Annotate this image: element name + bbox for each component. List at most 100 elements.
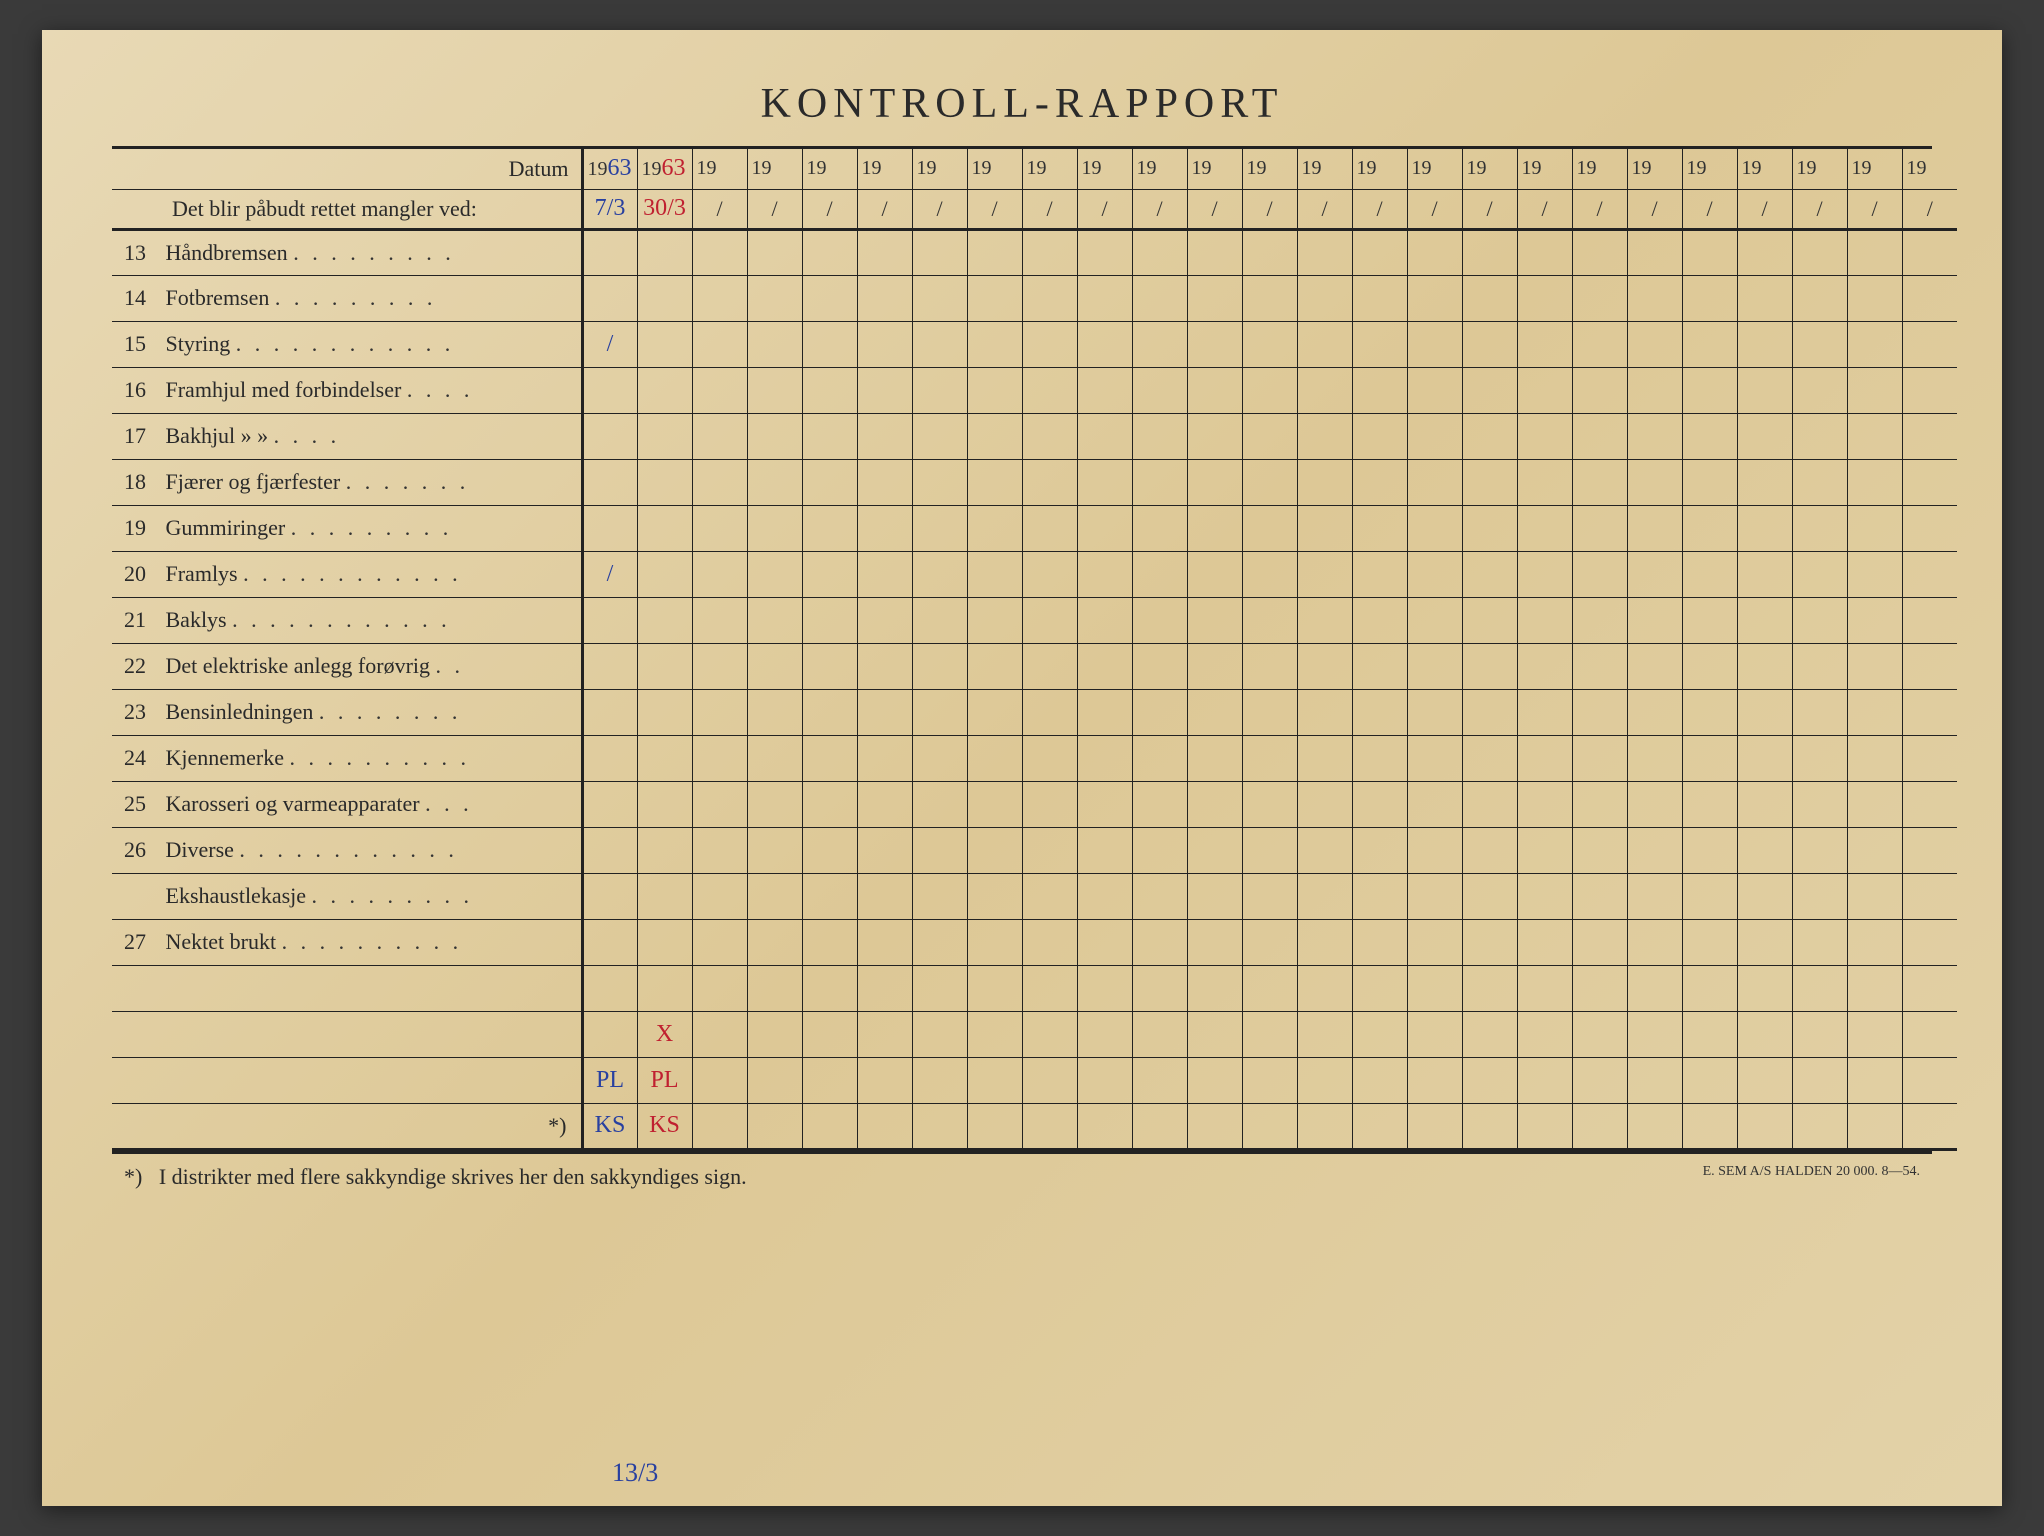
date-cell: / bbox=[1902, 189, 1957, 229]
row-number: 17 bbox=[124, 423, 160, 449]
grid-cell bbox=[747, 735, 802, 781]
grid-cell bbox=[912, 643, 967, 689]
grid-cell bbox=[1132, 367, 1187, 413]
row-dots: . . . bbox=[425, 791, 473, 816]
grid-cell bbox=[1187, 321, 1242, 367]
row-text: Baklys bbox=[160, 607, 232, 632]
grid-cell bbox=[1737, 275, 1792, 321]
grid-cell bbox=[747, 459, 802, 505]
grid-cell bbox=[747, 1011, 802, 1057]
grid-cell bbox=[1187, 597, 1242, 643]
grid-cell bbox=[967, 367, 1022, 413]
grid-cell bbox=[1517, 781, 1572, 827]
grid-cell bbox=[1517, 643, 1572, 689]
grid-cell bbox=[1077, 413, 1132, 459]
grid-cell bbox=[1627, 873, 1682, 919]
grid-cell bbox=[1572, 367, 1627, 413]
grid-cell bbox=[1242, 689, 1297, 735]
grid-cell bbox=[1847, 321, 1902, 367]
row-number: 19 bbox=[124, 515, 160, 541]
grid-cell: / bbox=[582, 551, 637, 597]
grid-cell bbox=[802, 275, 857, 321]
grid-cell bbox=[1297, 505, 1352, 551]
grid-cell bbox=[1132, 1057, 1187, 1103]
row-label: *) bbox=[112, 1103, 582, 1149]
grid-cell bbox=[1352, 413, 1407, 459]
grid-cell bbox=[1187, 413, 1242, 459]
grid-cell bbox=[1737, 1011, 1792, 1057]
row-number: 21 bbox=[124, 607, 160, 633]
grid-cell bbox=[1352, 1057, 1407, 1103]
grid-cell bbox=[857, 689, 912, 735]
grid-cell bbox=[1242, 643, 1297, 689]
row-text: Framhjul med forbindelser bbox=[160, 377, 407, 402]
grid-cell bbox=[1297, 1103, 1352, 1149]
grid-cell bbox=[857, 873, 912, 919]
grid-cell bbox=[1462, 919, 1517, 965]
grid-cell bbox=[1407, 551, 1462, 597]
grid-cell bbox=[1352, 827, 1407, 873]
date-cell: / bbox=[802, 189, 857, 229]
year-cell: 19 bbox=[1242, 149, 1297, 189]
grid-cell bbox=[1517, 551, 1572, 597]
grid-cell bbox=[637, 367, 692, 413]
grid-cell bbox=[1847, 873, 1902, 919]
date-cell: / bbox=[1517, 189, 1572, 229]
grid-cell bbox=[1352, 1011, 1407, 1057]
grid-cell bbox=[1517, 873, 1572, 919]
grid-cell bbox=[1187, 735, 1242, 781]
cell-mark: / bbox=[607, 331, 614, 357]
grid-cell bbox=[1242, 551, 1297, 597]
row-label: 13 Håndbremsen . . . . . . . . . bbox=[112, 229, 582, 275]
footnote-body: I distrikter med flere sakkyndige skrive… bbox=[159, 1164, 747, 1189]
grid-cell bbox=[1737, 1103, 1792, 1149]
grid-cell bbox=[912, 597, 967, 643]
grid-cell bbox=[857, 919, 912, 965]
year-cell: 19 bbox=[1297, 149, 1352, 189]
grid-cell bbox=[967, 229, 1022, 275]
grid-cell bbox=[747, 275, 802, 321]
grid-cell bbox=[1902, 827, 1957, 873]
grid-cell bbox=[1077, 873, 1132, 919]
grid-cell bbox=[1572, 321, 1627, 367]
grid-cell bbox=[1077, 827, 1132, 873]
grid-cell bbox=[1022, 229, 1077, 275]
grid-cell bbox=[857, 1103, 912, 1149]
grid-cell bbox=[1022, 597, 1077, 643]
grid-cell bbox=[1352, 321, 1407, 367]
row-text: Kjennemerke bbox=[160, 745, 290, 770]
grid-cell bbox=[1627, 735, 1682, 781]
grid-cell bbox=[857, 459, 912, 505]
grid-cell bbox=[1407, 1011, 1462, 1057]
grid-cell bbox=[747, 643, 802, 689]
grid-cell bbox=[1847, 1103, 1902, 1149]
year-cell: 19 bbox=[1407, 149, 1462, 189]
grid-cell bbox=[1462, 643, 1517, 689]
grid-cell bbox=[912, 781, 967, 827]
grid-cell bbox=[1517, 919, 1572, 965]
row-text: Håndbremsen bbox=[160, 240, 293, 265]
grid-cell bbox=[1352, 919, 1407, 965]
grid-cell bbox=[857, 229, 912, 275]
grid-cell bbox=[582, 643, 637, 689]
grid-cell bbox=[1187, 643, 1242, 689]
grid-cell bbox=[1242, 919, 1297, 965]
row-text: Karosseri og varmeapparater bbox=[160, 791, 425, 816]
grid-cell bbox=[1297, 275, 1352, 321]
row-number: 25 bbox=[124, 791, 160, 817]
grid-cell bbox=[1462, 551, 1517, 597]
grid-cell bbox=[1407, 321, 1462, 367]
row-dots: . . . . . . . . . . . . bbox=[236, 331, 455, 356]
grid-cell bbox=[637, 965, 692, 1011]
grid-cell bbox=[692, 459, 747, 505]
date-cell: / bbox=[1462, 189, 1517, 229]
row-label: 22 Det elektriske anlegg forøvrig . . bbox=[112, 643, 582, 689]
grid-cell bbox=[1407, 229, 1462, 275]
grid-cell bbox=[1242, 1057, 1297, 1103]
grid-cell bbox=[912, 735, 967, 781]
row-text: Ekshaustlekasje bbox=[160, 883, 312, 908]
grid-cell bbox=[912, 873, 967, 919]
grid-cell bbox=[1022, 459, 1077, 505]
grid-cell bbox=[1902, 919, 1957, 965]
grid-cell bbox=[1022, 965, 1077, 1011]
